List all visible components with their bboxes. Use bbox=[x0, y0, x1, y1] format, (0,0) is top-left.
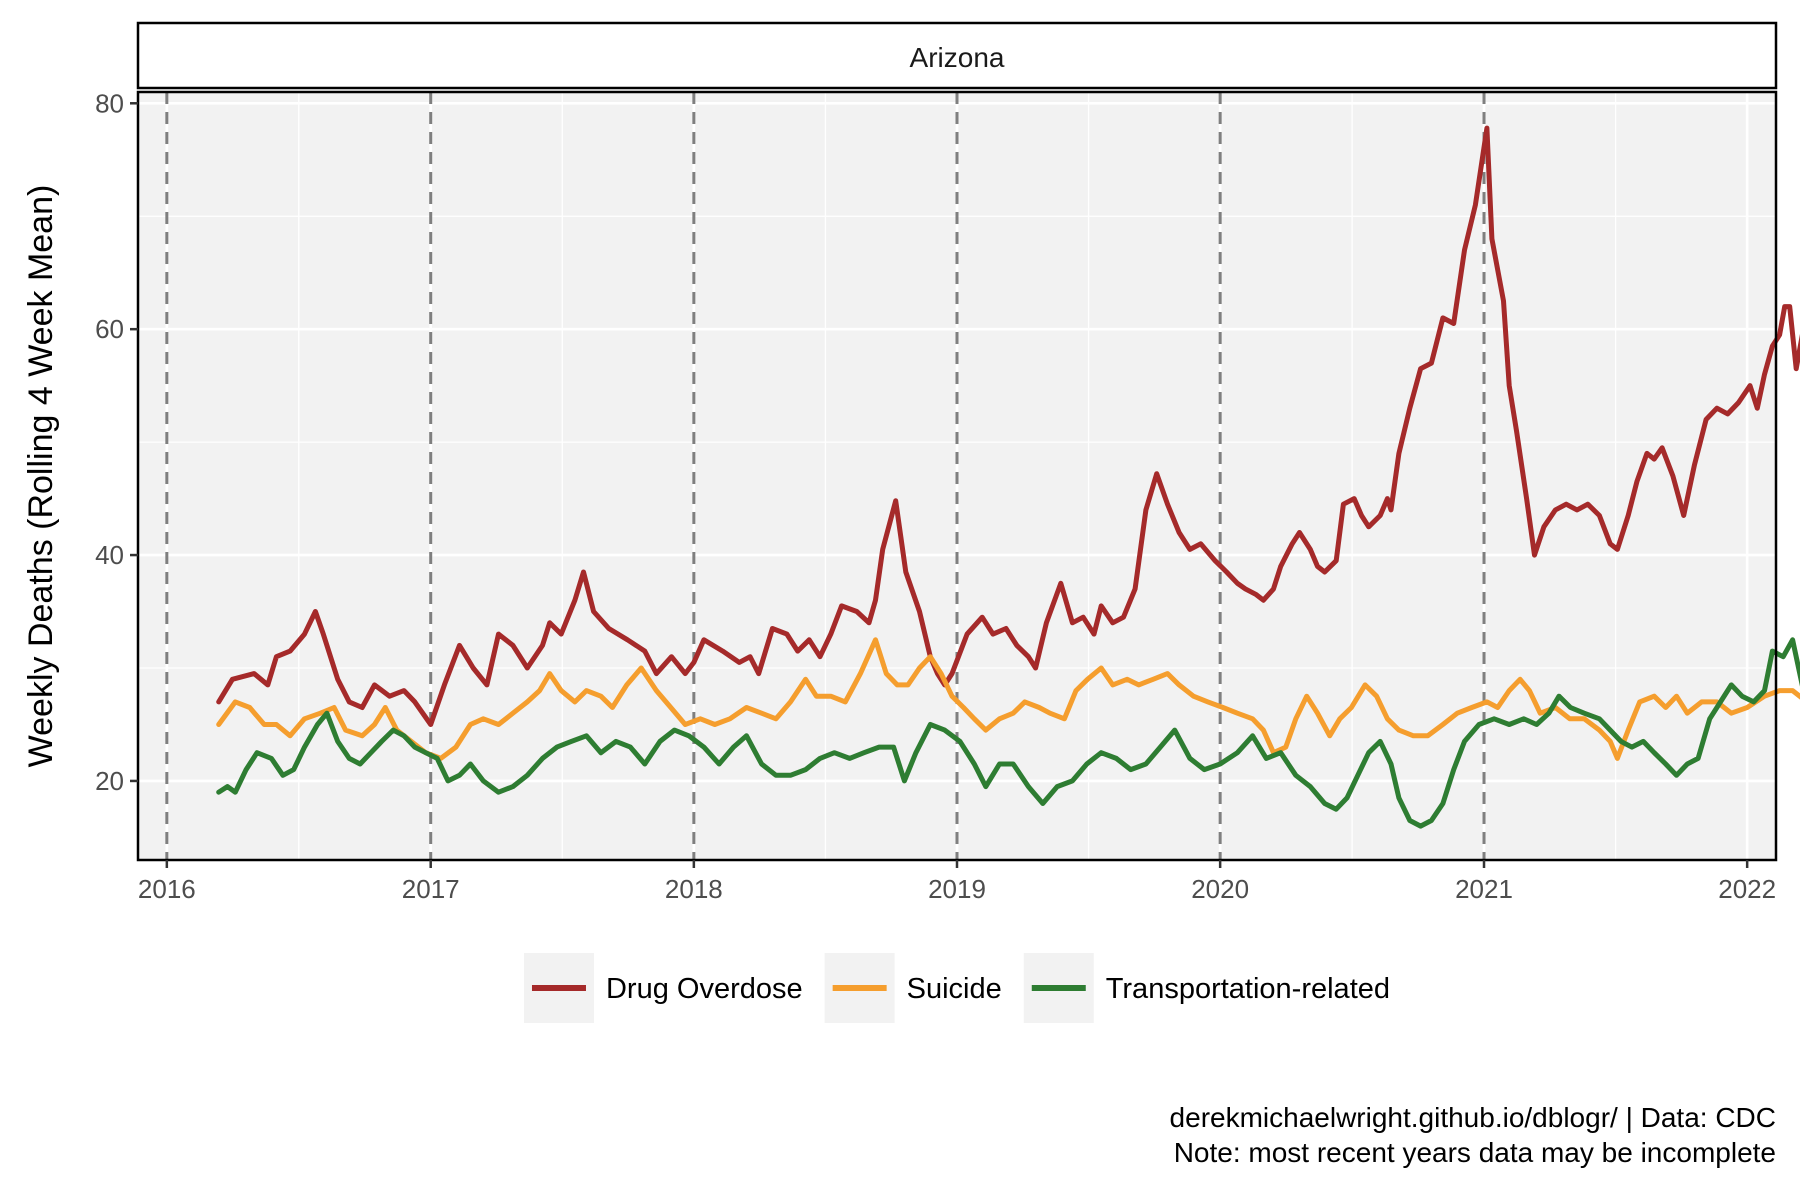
year-markers bbox=[165, 92, 1486, 860]
facet-strip bbox=[136, 21, 1778, 90]
y-tick-label: 20 bbox=[95, 766, 124, 796]
y-tick-label: 80 bbox=[95, 88, 124, 118]
legend: Drug Overdose Suicide Transportation-relat… bbox=[523, 953, 1390, 1023]
series-line-drug-overdose bbox=[216, 125, 1800, 727]
x-tick-label: 2019 bbox=[928, 874, 986, 904]
caption-line-1: derekmichaelwright.github.io/dblogr/ | D… bbox=[1170, 1102, 1776, 1133]
y-axis: 20 40 60 80 bbox=[95, 88, 138, 796]
legend-label-transportation-related: Transportation-related bbox=[1106, 973, 1390, 1005]
legend-label-drug-overdose: Drug Overdose bbox=[606, 973, 803, 1005]
facet-strip-label: Arizona bbox=[910, 42, 1005, 73]
series-lines bbox=[216, 125, 1800, 829]
x-tick-label: 2017 bbox=[402, 874, 460, 904]
legend-label-suicide: Suicide bbox=[907, 973, 1002, 1005]
y-tick-label: 40 bbox=[95, 540, 124, 570]
x-tick-label: 2018 bbox=[665, 874, 723, 904]
x-tick-label: 2022 bbox=[1718, 874, 1776, 904]
series-line-transportation-related bbox=[216, 637, 1800, 829]
caption-line-2: Note: most recent years data may be inco… bbox=[1174, 1137, 1776, 1168]
y-tick-label: 60 bbox=[95, 314, 124, 344]
x-tick-label: 2016 bbox=[138, 874, 196, 904]
x-axis: 2016 2017 2018 2019 2020 2021 2022 bbox=[138, 860, 1776, 904]
y-axis-label: Weekly Deaths (Rolling 4 Week Mean) bbox=[22, 185, 60, 768]
x-tick-label: 2020 bbox=[1191, 874, 1249, 904]
x-tick-label: 2021 bbox=[1455, 874, 1513, 904]
